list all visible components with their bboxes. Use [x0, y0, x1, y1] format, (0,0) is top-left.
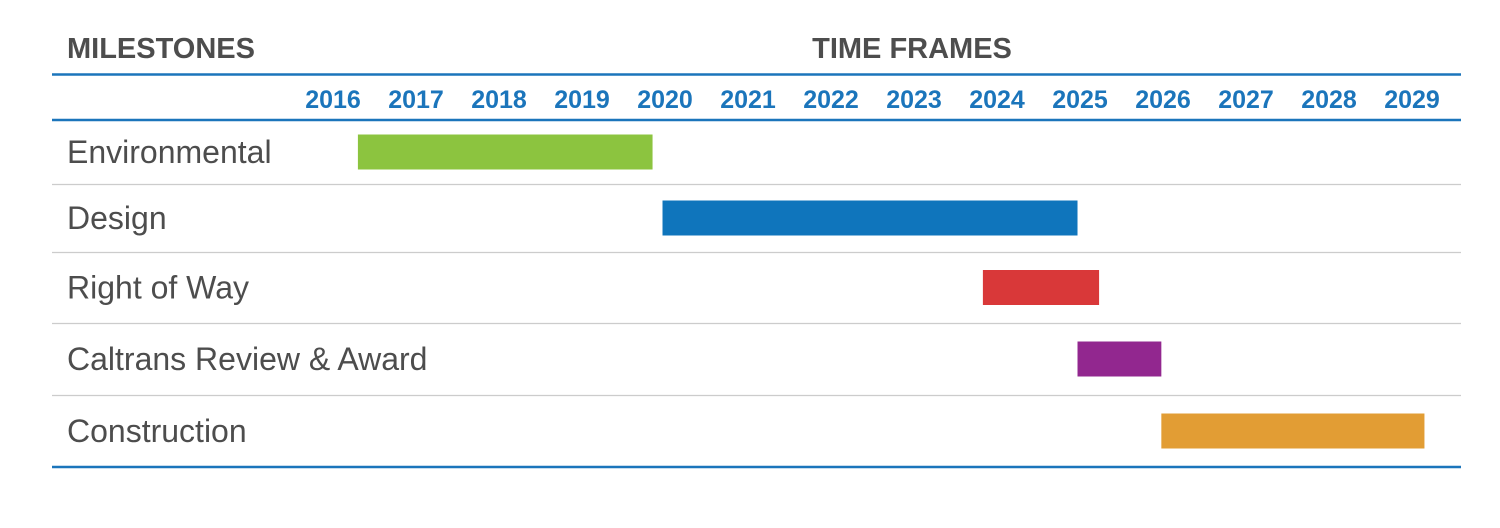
year-tick-2023: 2023: [886, 86, 942, 114]
year-tick-2018: 2018: [471, 86, 527, 114]
year-tick-2026: 2026: [1135, 86, 1191, 114]
milestone-row: Right of Way: [67, 270, 1100, 306]
gantt-bar: [982, 270, 1100, 305]
time-frames-header: TIME FRAMES: [812, 33, 1012, 65]
milestone-row: Caltrans Review & Award: [67, 341, 1162, 377]
milestone-label: Environmental: [67, 134, 272, 170]
year-tick-2024: 2024: [969, 86, 1025, 114]
year-tick-2019: 2019: [554, 86, 610, 114]
year-tick-2022: 2022: [803, 86, 859, 114]
year-tick-2021: 2021: [720, 86, 776, 114]
milestone-row: Construction: [67, 413, 1425, 449]
year-tick-2029: 2029: [1384, 86, 1440, 114]
milestone-label: Design: [67, 200, 167, 236]
milestone-label: Right of Way: [67, 270, 249, 306]
year-tick-2027: 2027: [1218, 86, 1274, 114]
gantt-bar: [1077, 341, 1162, 377]
milestone-label: Construction: [67, 413, 247, 449]
gantt-bar: [357, 134, 653, 170]
milestones-header: MILESTONES: [67, 33, 255, 65]
gantt-bar: [1161, 413, 1425, 449]
milestone-row: Environmental: [67, 134, 653, 170]
year-tick-2028: 2028: [1301, 86, 1357, 114]
year-tick-2025: 2025: [1052, 86, 1108, 114]
year-ticks: 2016 2017 2018 2019 2020 2021 2022 2023 2024 2025…: [305, 86, 1440, 114]
year-tick-2020: 2020: [637, 86, 693, 114]
milestone-rows: Environmental Design Right of Way Caltrans …: [67, 134, 1425, 449]
gantt-bar: [662, 200, 1078, 236]
year-tick-2017: 2017: [388, 86, 444, 114]
milestone-row: Design: [67, 200, 1078, 236]
row-dividers: [52, 183, 1461, 397]
milestone-label: Caltrans Review & Award: [67, 341, 427, 377]
year-tick-2016: 2016: [305, 86, 361, 114]
